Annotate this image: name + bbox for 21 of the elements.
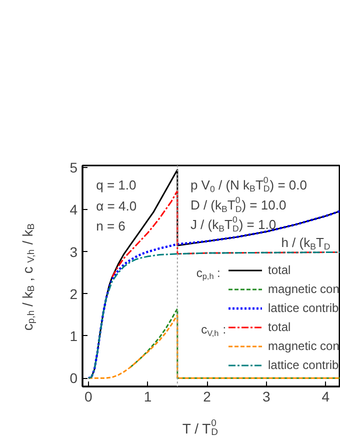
y-tick-label: 1	[70, 328, 78, 344]
legend-label: total	[268, 262, 291, 278]
x-tick-label: 4	[322, 388, 330, 404]
x-tick-label: 3	[262, 388, 270, 404]
x-tick-label: 0	[84, 388, 93, 404]
y-tick-label: 5	[70, 160, 78, 176]
x-tick-label: 1	[144, 388, 152, 404]
y-tick-label: 0	[70, 370, 78, 386]
legend-label: lattice contrib	[268, 300, 339, 316]
y-tick-label: 2	[70, 286, 78, 302]
y-tick-label: 3	[70, 244, 78, 260]
legend-label: total	[268, 318, 291, 336]
annotation: n = 6	[96, 218, 126, 234]
annotation: q = 1.0	[96, 177, 136, 192]
annotation: α = 4.0	[96, 198, 137, 214]
line-series	[88, 314, 340, 379]
y-tick-label: 4	[70, 202, 78, 218]
legend-label: lattice contrib	[268, 356, 339, 374]
x-tick-label: 2	[203, 388, 212, 404]
line-series	[88, 251, 340, 379]
y-axis-title: cp,h / kB , cV,h / kB	[20, 223, 38, 331]
